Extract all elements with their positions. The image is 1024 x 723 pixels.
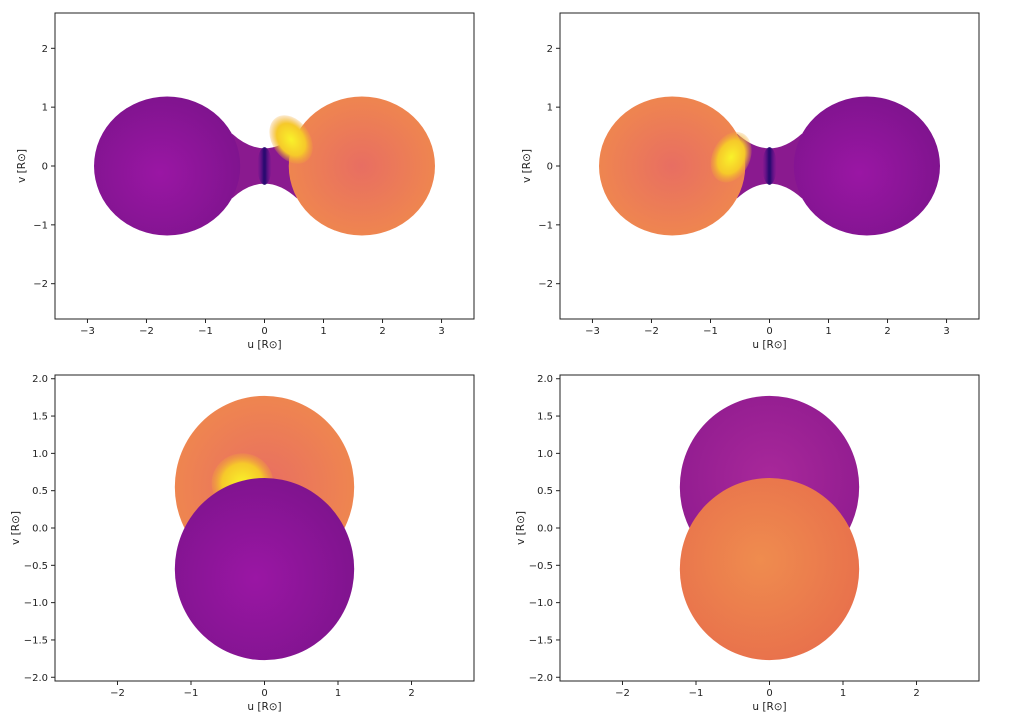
x-tick-label: 2: [884, 326, 890, 337]
x-tick-label: −2: [139, 326, 154, 337]
x-tick-label: −2: [615, 688, 630, 699]
y-tick-label: 1.0: [537, 449, 553, 460]
y-tick-label: 0.0: [32, 524, 48, 535]
y-tick-label: −1.5: [529, 635, 553, 646]
x-axis-label: u [R⊙]: [752, 339, 786, 351]
chart-panel-2: −3 −2 −1 0 1 2 3 −2 −1 0 1 2 u [R⊙] v [R⊙]: [521, 12, 980, 351]
y-tick-label: 0: [42, 162, 48, 173]
x-tick-label: −2: [110, 688, 125, 699]
hot-spot: [269, 115, 313, 164]
x-tick-label: 1: [825, 326, 831, 337]
y-tick-label: −2: [538, 279, 553, 290]
x-axis-label: u [R⊙]: [247, 701, 281, 713]
x-tick-label: 1: [840, 688, 846, 699]
x-tick-label: 0: [766, 688, 772, 699]
y-tick-label: −1: [33, 220, 48, 231]
x-tick-label: −1: [198, 326, 213, 337]
star-lobe-1: [599, 96, 746, 236]
y-tick-label: −2.0: [529, 673, 553, 684]
x-tick-label: −1: [689, 688, 704, 699]
x-tick-label: 0: [261, 688, 267, 699]
x-tick-label: −1: [703, 326, 718, 337]
y-tick-label: 0.5: [32, 486, 48, 497]
star-lobe-2: [288, 96, 435, 236]
y-tick-label: 0.5: [537, 486, 553, 497]
y-tick-label: −1.0: [24, 598, 48, 609]
plot-area: [94, 96, 435, 236]
y-tick-label: −1.0: [529, 598, 553, 609]
y-tick-label: 2.0: [32, 374, 48, 385]
x-tick-label: 3: [943, 326, 949, 337]
y-tick-label: 2: [547, 44, 553, 55]
plot-area: [679, 395, 860, 661]
chart-panel-3: −2 −1 0 1 2 −2.0 −1.5 −1.0 −0.5 0.0 0.5 1.0 1.5 2.0 u …: [10, 374, 475, 713]
chart-panel-1: −3 −2 −1 0 1 2 3 −2 −1 0 1 2 u [R⊙] v [R⊙]: [16, 12, 475, 351]
y-axis-label: v [R⊙]: [521, 149, 533, 183]
chart-panel-4: −2 −1 0 1 2 −2.0 −1.5 −1.0 −0.5 0.0 0.5 1.0 1.5 2.0 u …: [515, 374, 980, 713]
neck-shadow: [257, 147, 272, 185]
y-tick-label: 1: [547, 103, 553, 114]
y-tick-label: −0.5: [529, 561, 553, 572]
neck-shadow: [762, 147, 777, 185]
x-tick-label: 3: [438, 326, 444, 337]
y-tick-label: −1.5: [24, 635, 48, 646]
y-tick-label: 2: [42, 44, 48, 55]
y-tick-label: 1.5: [537, 412, 553, 423]
star-front: [174, 477, 355, 661]
y-tick-label: 1.5: [32, 412, 48, 423]
y-tick-label: −2.0: [24, 673, 48, 684]
x-tick-label: −2: [644, 326, 659, 337]
y-tick-label: 0.0: [537, 524, 553, 535]
x-tick-label: 2: [913, 688, 919, 699]
y-axis-label: v [R⊙]: [16, 149, 28, 183]
y-tick-label: −2: [33, 279, 48, 290]
y-tick-label: −1: [538, 220, 553, 231]
plot-area: [174, 395, 355, 661]
x-axis-label: u [R⊙]: [247, 339, 281, 351]
y-axis-label: v [R⊙]: [515, 511, 527, 545]
star-lobe-2: [793, 96, 940, 236]
y-axis-label: v [R⊙]: [10, 511, 22, 545]
y-tick-label: −0.5: [24, 561, 48, 572]
star-lobe-1: [94, 96, 241, 236]
x-tick-label: 1: [335, 688, 341, 699]
x-tick-label: −3: [585, 326, 600, 337]
y-tick-label: 0: [547, 162, 553, 173]
y-tick-label: 1.0: [32, 449, 48, 460]
plot-area: [599, 96, 940, 236]
x-tick-label: 2: [408, 688, 414, 699]
x-tick-label: 2: [379, 326, 385, 337]
x-tick-label: −3: [80, 326, 95, 337]
x-axis-label: u [R⊙]: [752, 701, 786, 713]
hot-spot: [710, 131, 752, 183]
x-tick-label: −1: [184, 688, 199, 699]
x-tick-label: 1: [320, 326, 326, 337]
x-tick-label: 0: [766, 326, 772, 337]
star-front: [679, 477, 860, 661]
x-tick-label: 0: [261, 326, 267, 337]
y-tick-label: 2.0: [537, 374, 553, 385]
y-tick-label: 1: [42, 103, 48, 114]
